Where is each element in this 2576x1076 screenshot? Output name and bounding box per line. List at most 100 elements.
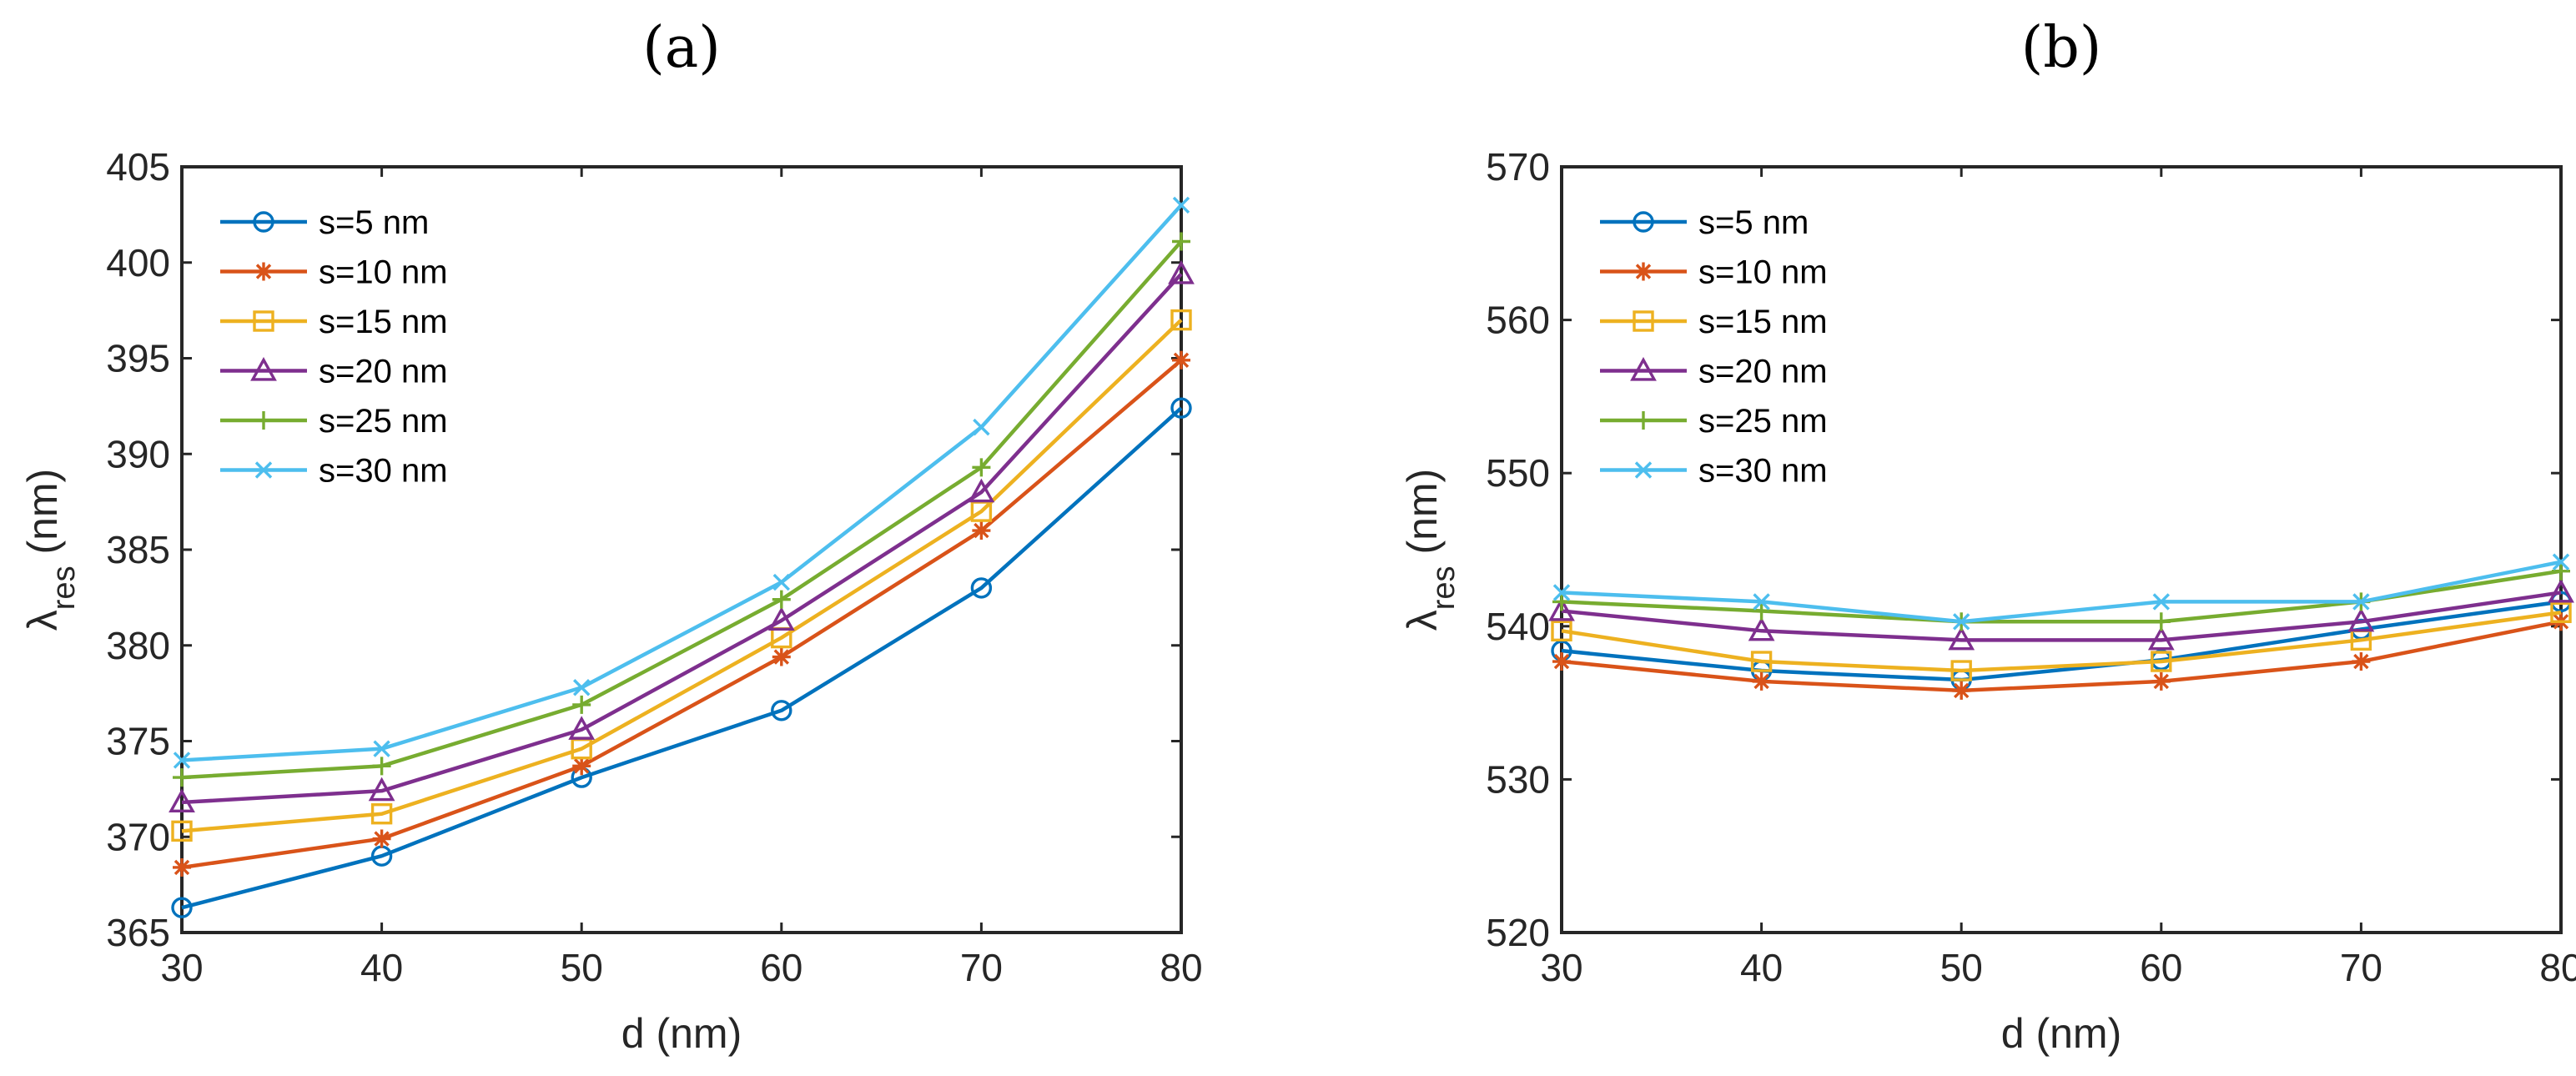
y-tick-label: 390 [106,432,170,475]
data-point [767,606,795,631]
y-tick-label: 385 [106,528,170,571]
legend-marker [1634,411,1653,430]
data-point [1752,601,1771,621]
axes-frame [1560,165,2563,934]
data-point [1748,616,1775,641]
data-point [1168,260,1195,284]
x-tick-label: 40 [1740,946,1783,989]
x-tick-label: 50 [1940,946,1983,989]
x-tick-label: 60 [2140,946,2182,989]
y-axis-unit: (nm) [1399,469,1446,566]
legend-item: s=30 nm [1600,453,1828,490]
data-point [572,757,591,776]
data-point [2552,561,2570,581]
data-point [1172,196,1190,214]
legend-marker [1634,262,1653,281]
data-point [1952,613,1970,631]
legend: s=5 nm s=10 nm s=15 nm s=20 nm s=25 nm s=30 n… [220,204,448,490]
data-point [1170,397,1192,419]
series-line [1561,591,2562,642]
data-point [1952,681,1971,700]
y-tick-label: 365 [106,911,170,954]
legend-marker [254,461,273,479]
y-axis-symbol: λ [19,610,66,631]
data-point [972,458,991,477]
data-point [1548,596,1575,621]
legend-label: s=25 nm [1698,403,1828,440]
series-line [181,318,1183,833]
y-tick-label: 400 [106,241,170,284]
series-4 [169,260,1195,813]
data-point [1552,592,1571,611]
legend-label: s=20 nm [1698,354,1828,390]
legend-label: s=15 nm [319,304,448,340]
legend-label: s=10 nm [1698,254,1828,291]
x-tick-label: 40 [360,946,403,989]
data-point [772,647,791,666]
data-point [169,788,195,813]
data-point [2352,593,2370,611]
legend-marker [1633,310,1654,332]
data-point [572,679,591,696]
chart-panel-a: (a) 30 40 50 60 70 80 365 370 375 380 385 390 395 400 4… [19,15,1203,1057]
data-point [171,820,193,842]
data-point [968,478,995,503]
series-line [1561,600,2562,682]
data-point [2151,651,2172,672]
legend-marker [254,411,273,430]
x-tick-label: 70 [960,946,1003,989]
data-point [772,573,791,591]
data-point [2548,578,2574,603]
legend-label: s=10 nm [319,254,448,291]
data-point [972,521,991,541]
data-point [1172,350,1190,370]
legend-marker [1633,211,1654,233]
data-point [372,757,391,776]
data-point [2550,601,2572,623]
x-axis-title: d (nm) [2001,1010,2121,1057]
data-point [572,695,591,714]
y-axis-symbol: λ [1399,610,1446,631]
data-point [973,418,990,436]
legend-item: s=25 nm [220,403,448,440]
data-point [1552,584,1571,601]
y-tick-label: 380 [106,624,170,667]
series-line [181,204,1183,762]
data-point [568,716,596,740]
data-point [173,752,191,769]
legend-marker [253,310,274,332]
data-point [2151,671,2171,691]
legend-label: s=15 nm [1698,304,1828,340]
x-tick-label: 30 [160,946,203,989]
data-point [2552,553,2570,571]
data-point [2152,593,2171,611]
legend-label: s=5 nm [319,204,429,241]
legend-marker [250,356,277,381]
legend-item: s=20 nm [220,354,448,390]
legend-label: s=5 nm [1698,204,1809,241]
legend-item: s=10 nm [1600,254,1828,291]
series-2 [1552,612,2570,700]
data-point [1948,626,1975,651]
data-point [171,897,193,918]
legend-marker [1630,356,1657,381]
y-axis-unit: (nm) [19,469,66,566]
legend-item: s=20 nm [1600,354,1828,390]
data-point [2151,612,2171,631]
data-point [373,740,390,757]
y-tick-label: 520 [1486,911,1550,954]
data-point [1551,620,1572,642]
data-point [1172,232,1190,251]
series-line [1561,611,2562,673]
y-tick-label: 395 [106,337,170,380]
legend-item: s=15 nm [1600,304,1828,340]
chart-panel-b: (b) 30 40 50 60 70 80 520 530 540 550 560 570 d (nm) λ… [1399,15,2576,1057]
data-point [1170,309,1192,331]
y-axis-subscript: res [47,566,82,610]
data-point [2147,626,2175,651]
legend-marker [253,211,274,233]
data-point [1552,652,1571,671]
series-6 [1552,553,2570,631]
series-5 [173,232,1190,787]
data-point [1753,593,1770,611]
